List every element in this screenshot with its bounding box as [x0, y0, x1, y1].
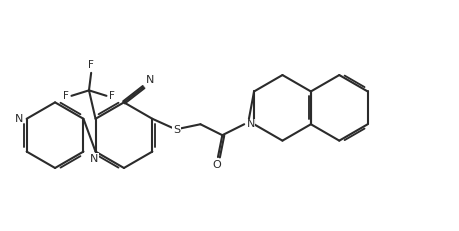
Text: F: F [108, 91, 114, 101]
Text: S: S [173, 125, 179, 135]
Text: N: N [90, 154, 98, 164]
Text: F: F [63, 91, 69, 101]
Text: N: N [14, 114, 23, 124]
Text: N: N [246, 119, 254, 129]
Text: N: N [146, 76, 154, 85]
Text: F: F [88, 60, 94, 70]
Text: O: O [212, 160, 221, 170]
